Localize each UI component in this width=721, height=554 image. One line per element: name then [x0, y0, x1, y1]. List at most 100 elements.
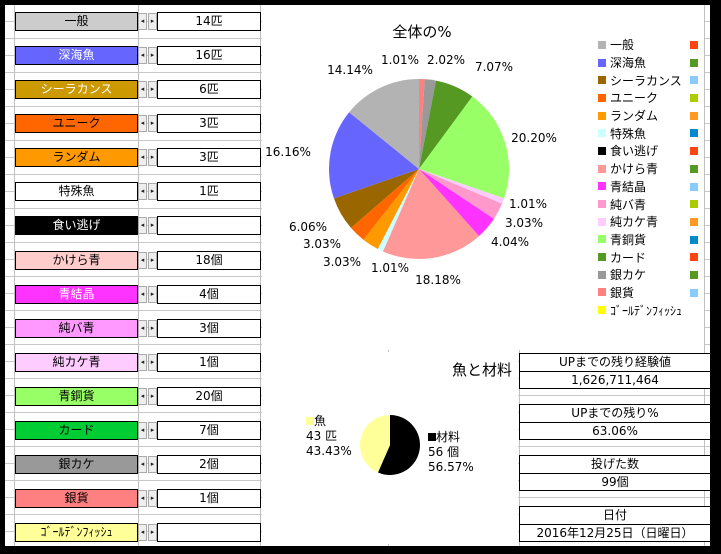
- legend-swatch-icon: [690, 217, 698, 226]
- spin-button[interactable]: ◂ ▸: [138, 286, 157, 303]
- chart-title: 魚と材料: [452, 361, 513, 379]
- item-count: [157, 523, 261, 542]
- data-label: 3.03%: [323, 255, 361, 269]
- data-label: 20.20%: [511, 131, 557, 145]
- spin-button[interactable]: ◂ ▸: [138, 115, 157, 132]
- decrement-arrow-icon[interactable]: ◂: [138, 524, 147, 541]
- decrement-arrow-icon[interactable]: ◂: [138, 490, 147, 507]
- pie-slice: [419, 96, 509, 199]
- legend-item: 青結晶: [598, 178, 698, 196]
- spin-button[interactable]: ◂ ▸: [138, 456, 157, 473]
- legend-label: ユニーク: [610, 91, 659, 106]
- remaining-exp-box: UPまでの残り経験値 1,626,711,464: [519, 353, 711, 389]
- legend-swatch-icon: [690, 164, 698, 173]
- spin-button[interactable]: ◂ ▸: [138, 81, 157, 98]
- legend-swatch-icon: [598, 40, 606, 49]
- item-label: ｺﾞｰﾙﾃﾞﾝﾌｨｯｼｭ: [15, 523, 138, 542]
- decrement-arrow-icon[interactable]: ◂: [138, 388, 147, 405]
- increment-arrow-icon[interactable]: ▸: [148, 320, 157, 337]
- item-count: 3匹: [157, 148, 261, 167]
- data-label: 1.01%: [509, 197, 547, 211]
- spin-button[interactable]: ◂ ▸: [138, 320, 157, 337]
- legend-swatch-icon: [598, 58, 606, 67]
- pie-slice: [333, 169, 419, 228]
- spin-button[interactable]: ◂ ▸: [138, 149, 157, 166]
- item-count: 4個: [157, 285, 261, 304]
- decrement-arrow-icon[interactable]: ◂: [138, 456, 147, 473]
- data-label: 4.04%: [491, 235, 529, 249]
- data-label: 14.14%: [327, 63, 373, 77]
- item-label: カード: [15, 421, 138, 440]
- item-count: [157, 216, 261, 235]
- spin-button[interactable]: ◂ ▸: [138, 388, 157, 405]
- increment-arrow-icon[interactable]: ▸: [148, 115, 157, 132]
- legend-swatch-icon: [598, 164, 606, 173]
- decrement-arrow-icon[interactable]: ◂: [138, 217, 147, 234]
- legend-item: 純カケ青: [598, 213, 698, 231]
- legend-label: 深海魚: [610, 56, 647, 71]
- increment-arrow-icon[interactable]: ▸: [148, 286, 157, 303]
- spin-button[interactable]: ◂ ▸: [138, 217, 157, 234]
- pie-slice: [329, 112, 419, 199]
- legend-swatch-icon: [690, 235, 698, 244]
- pie-slice: [377, 169, 419, 252]
- data-label: 3.03%: [505, 216, 543, 230]
- pie-plot: [360, 415, 420, 475]
- legend-label: 銀貨: [610, 285, 635, 300]
- increment-arrow-icon[interactable]: ▸: [148, 490, 157, 507]
- increment-arrow-icon[interactable]: ▸: [148, 183, 157, 200]
- data-label: 3.03%: [303, 237, 341, 251]
- gridline: [704, 0, 705, 554]
- decrement-arrow-icon[interactable]: ◂: [138, 422, 147, 439]
- increment-arrow-icon[interactable]: ▸: [148, 149, 157, 166]
- increment-arrow-icon[interactable]: ▸: [148, 524, 157, 541]
- legend-label: シーラカンス: [610, 73, 682, 88]
- item-row: 純カケ青 ◂ ▸ 1個: [15, 353, 261, 372]
- decrement-arrow-icon[interactable]: ◂: [138, 320, 147, 337]
- increment-arrow-icon[interactable]: ▸: [148, 354, 157, 371]
- spin-button[interactable]: ◂ ▸: [138, 490, 157, 507]
- legend-item: 純バ青: [598, 195, 698, 213]
- spin-button[interactable]: ◂ ▸: [138, 47, 157, 64]
- legend-swatch-icon: [690, 76, 698, 85]
- spin-button[interactable]: ◂ ▸: [138, 354, 157, 371]
- item-row: ユニーク ◂ ▸ 3匹: [15, 114, 261, 133]
- increment-arrow-icon[interactable]: ▸: [148, 388, 157, 405]
- spin-button[interactable]: ◂ ▸: [138, 13, 157, 30]
- legend-item: 食い逃げ: [598, 142, 698, 160]
- decrement-arrow-icon[interactable]: ◂: [138, 252, 147, 269]
- increment-arrow-icon[interactable]: ▸: [148, 456, 157, 473]
- increment-arrow-icon[interactable]: ▸: [148, 422, 157, 439]
- material-label: 材料 56 個 56.57%: [428, 430, 474, 474]
- spin-button[interactable]: ◂ ▸: [138, 183, 157, 200]
- decrement-arrow-icon[interactable]: ◂: [138, 13, 147, 30]
- legend-item: 銀貨: [598, 284, 698, 302]
- spin-button[interactable]: ◂ ▸: [138, 524, 157, 541]
- legend-swatch-icon: [690, 58, 698, 67]
- fish-label: 魚 43 匹 43.43%: [306, 414, 352, 458]
- legend-label: かけら青: [610, 162, 659, 177]
- increment-arrow-icon[interactable]: ▸: [148, 217, 157, 234]
- item-row: 青結晶 ◂ ▸ 4個: [15, 285, 261, 304]
- increment-arrow-icon[interactable]: ▸: [148, 81, 157, 98]
- chart-title: 全体の%: [392, 23, 452, 41]
- legend-label: 食い逃げ: [610, 144, 659, 159]
- decrement-arrow-icon[interactable]: ◂: [138, 115, 147, 132]
- decrement-arrow-icon[interactable]: ◂: [138, 47, 147, 64]
- gridline: [138, 0, 139, 554]
- item-row: 特殊魚 ◂ ▸ 1匹: [15, 182, 261, 201]
- decrement-arrow-icon[interactable]: ◂: [138, 183, 147, 200]
- spin-button[interactable]: ◂ ▸: [138, 422, 157, 439]
- spin-button[interactable]: ◂ ▸: [138, 252, 157, 269]
- decrement-arrow-icon[interactable]: ◂: [138, 354, 147, 371]
- item-count: 20個: [157, 387, 261, 406]
- decrement-arrow-icon[interactable]: ◂: [138, 81, 147, 98]
- item-row: 食い逃げ ◂ ▸: [15, 216, 261, 235]
- increment-arrow-icon[interactable]: ▸: [148, 13, 157, 30]
- increment-arrow-icon[interactable]: ▸: [148, 47, 157, 64]
- gridline: [14, 0, 15, 554]
- pie-slice: [419, 169, 494, 237]
- increment-arrow-icon[interactable]: ▸: [148, 252, 157, 269]
- decrement-arrow-icon[interactable]: ◂: [138, 286, 147, 303]
- decrement-arrow-icon[interactable]: ◂: [138, 149, 147, 166]
